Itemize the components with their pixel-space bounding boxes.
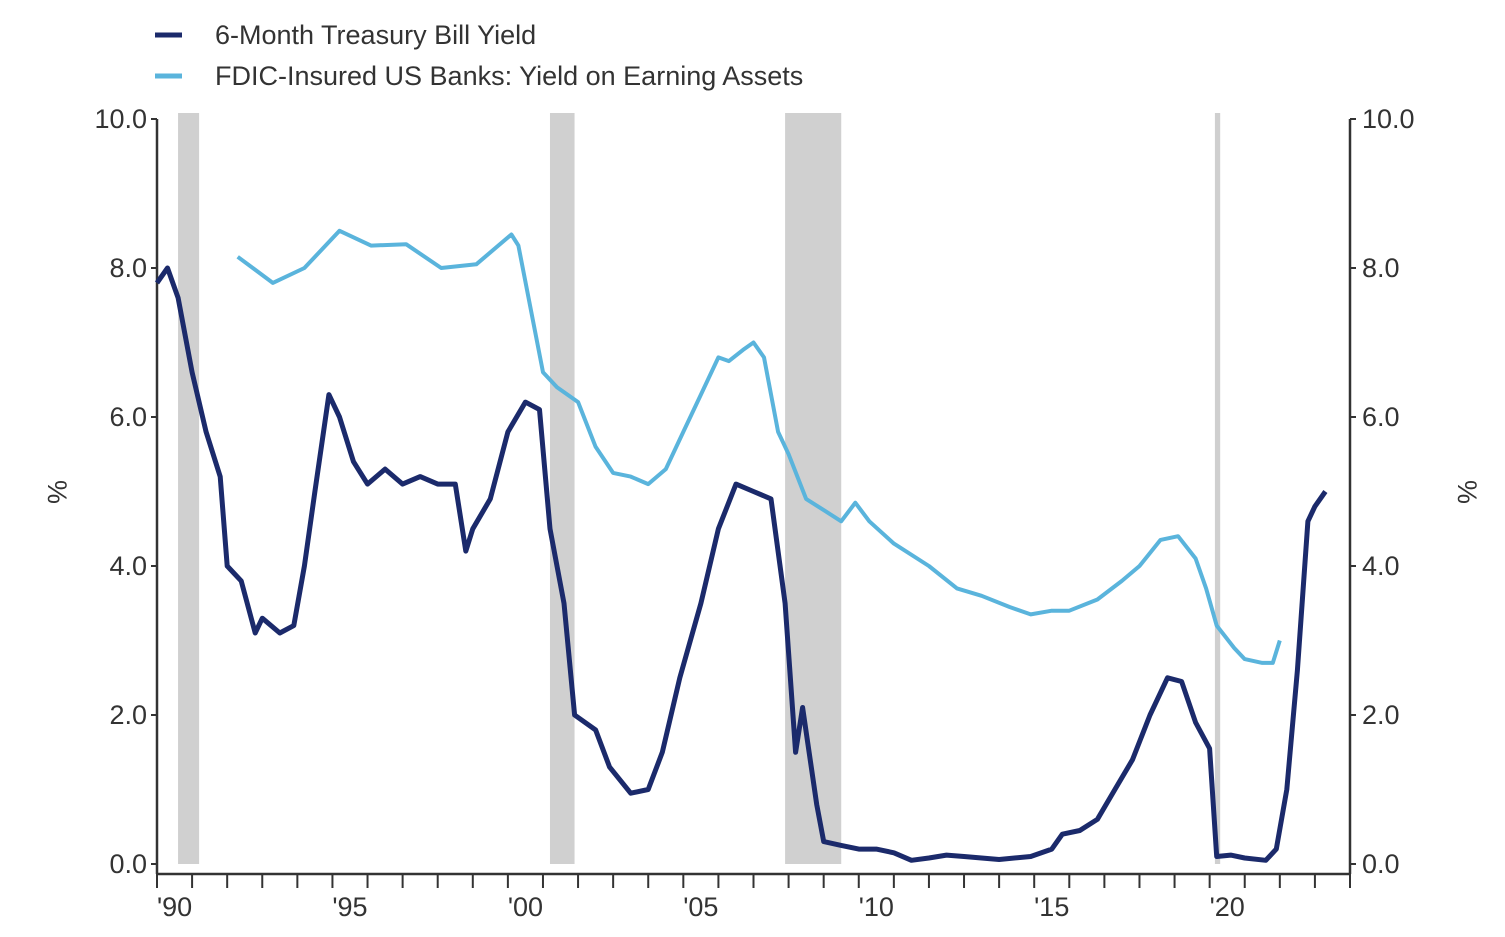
- y-tick-label-right: 6.0: [1362, 402, 1400, 432]
- series-lines: [154, 228, 1328, 863]
- recession-bands: [178, 113, 1221, 864]
- x-tick-label: '95: [332, 892, 367, 922]
- legend-label-tbill: 6-Month Treasury Bill Yield: [215, 20, 536, 50]
- recession-band: [178, 113, 200, 864]
- x-tick-label: '10: [859, 892, 894, 922]
- y-tick-label-left: 2.0: [109, 700, 147, 730]
- y-axis-label-left: %: [42, 480, 72, 504]
- y-tick-label-left: 8.0: [109, 253, 147, 283]
- y-tick-label-right: 10.0: [1362, 104, 1415, 134]
- x-tick-label: '00: [508, 892, 543, 922]
- recession-band: [549, 113, 575, 864]
- y-tick-label-right: 8.0: [1362, 253, 1400, 283]
- y-tick-label-right: 0.0: [1362, 849, 1400, 879]
- y-tick-label-left: 0.0: [109, 849, 147, 879]
- y-tick-label-right: 2.0: [1362, 700, 1400, 730]
- series-line-tbill: [154, 265, 1328, 863]
- y-tick-label-left: 6.0: [109, 402, 147, 432]
- x-tick-label: '90: [157, 892, 192, 922]
- x-tick-label: '15: [1034, 892, 1069, 922]
- legend: 6-Month Treasury Bill Yield FDIC-Insured…: [155, 20, 803, 91]
- y-axis-label-right: %: [1452, 480, 1482, 504]
- legend-label-banks: FDIC-Insured US Banks: Yield on Earning …: [215, 61, 803, 91]
- x-tick-label: '05: [683, 892, 718, 922]
- axes: 0.0 0.0 2.0 2.0 4.0 4.0 6.0 6.0 8.0 8.0 10.0 10.0 '9…: [94, 104, 1414, 922]
- x-tick-label: '20: [1210, 892, 1245, 922]
- y-tick-label-right: 4.0: [1362, 551, 1400, 581]
- recession-band: [1214, 113, 1221, 864]
- series-line-banks: [236, 228, 1282, 665]
- y-tick-label-left: 4.0: [109, 551, 147, 581]
- y-tick-label-left: 10.0: [94, 104, 147, 134]
